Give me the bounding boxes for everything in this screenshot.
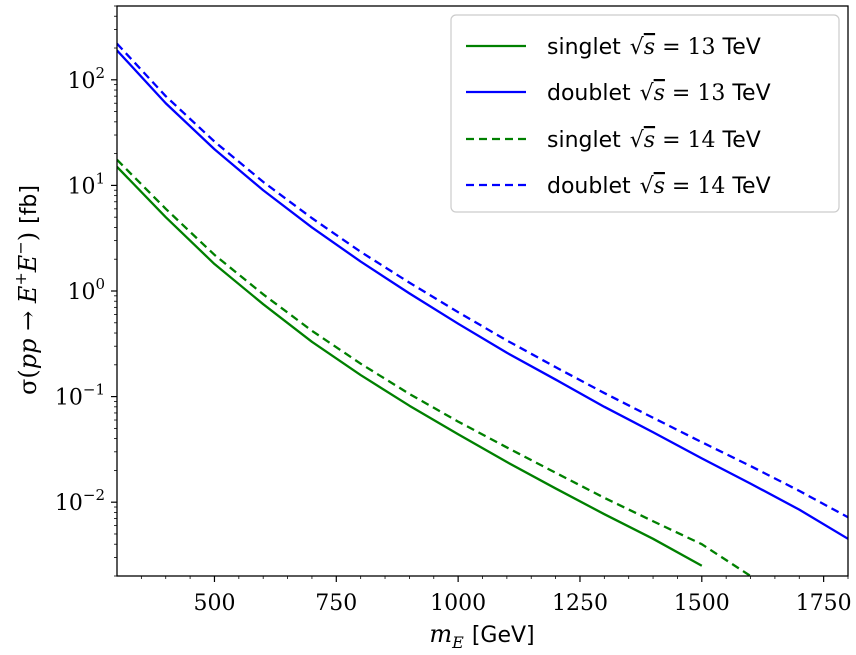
- y-tick-label: 10−2: [55, 486, 105, 516]
- series-line-4: [117, 42, 848, 519]
- x-tick-label: 500: [193, 591, 235, 616]
- x-axis: 500 750 1000 1250 1500 1750: [140, 576, 852, 616]
- legend: singlet √s = 13 TeV doublet √s = 13 TeV …: [450, 14, 840, 213]
- legend-label-singlet-14: singlet √s = 14 TeV: [547, 128, 761, 153]
- y-tick-label: 102: [67, 64, 105, 94]
- legend-label-singlet-13: singlet √s = 13 TeV: [547, 35, 761, 60]
- legend-label-doublet-13: doublet √s = 13 TeV: [547, 81, 771, 106]
- series-layer: [117, 42, 848, 576]
- y-axis-title: σ(pp → E+E−)[fb]: [11, 185, 42, 395]
- y-axis-e2: E: [14, 254, 42, 273]
- series-line-1: [117, 166, 703, 567]
- x-axis-subscript: E: [451, 633, 464, 652]
- legend-box: [450, 14, 840, 213]
- y-tick-label: 10−1: [55, 381, 105, 411]
- x-axis-title: mE [GeV]: [429, 620, 534, 652]
- y-axis-unit: [fb]: [17, 185, 42, 224]
- x-axis-unit: [GeV]: [472, 623, 535, 648]
- x-tick-label: 1000: [430, 591, 486, 616]
- y-axis-arrow: →: [14, 303, 42, 338]
- series-line-2: [117, 49, 848, 540]
- series-line-3: [117, 158, 752, 576]
- y-tick-label: 101: [67, 169, 105, 199]
- x-tick-label: 1500: [674, 591, 730, 616]
- y-axis-e: E: [14, 285, 42, 304]
- y-tick-label: 100: [67, 275, 105, 305]
- x-tick-label: 1250: [552, 591, 608, 616]
- y-axis: 102 101 100 10−1 10−2: [55, 5, 117, 577]
- y-axis-sigma: σ(: [14, 369, 42, 395]
- y-axis-pp: pp: [14, 339, 42, 370]
- y-axis-close: ): [14, 232, 42, 241]
- x-axis-symbol: m: [429, 620, 452, 648]
- legend-label-doublet-14: doublet √s = 14 TeV: [547, 174, 771, 199]
- x-tick-label: 1750: [796, 591, 852, 616]
- y-axis-plus: +: [11, 272, 30, 285]
- x-tick-label: 750: [315, 591, 357, 616]
- y-axis-minus: −: [11, 241, 30, 254]
